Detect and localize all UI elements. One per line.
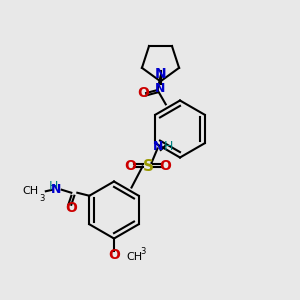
Text: O: O [159,160,171,173]
Text: N: N [51,183,62,196]
Text: N: N [155,82,166,95]
Text: 3: 3 [39,194,45,203]
Text: N: N [153,140,164,154]
Text: S: S [142,159,153,174]
Text: H: H [164,140,173,154]
Text: CH: CH [22,186,38,196]
Text: O: O [65,201,77,215]
Text: CH: CH [126,251,142,262]
Text: N: N [155,67,166,80]
Text: O: O [108,248,120,262]
Text: H: H [49,180,58,193]
Text: O: O [124,160,136,173]
Text: 3: 3 [140,248,145,256]
Text: O: O [137,86,149,100]
